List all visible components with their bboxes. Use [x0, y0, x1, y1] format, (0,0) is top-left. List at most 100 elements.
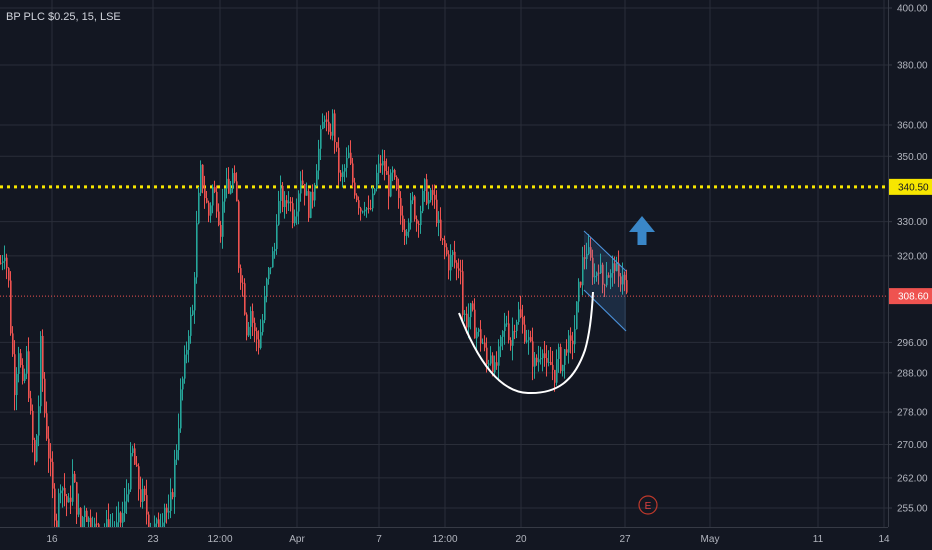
candle-body — [42, 335, 44, 379]
candle-body — [294, 216, 296, 224]
annotation-layer: E — [458, 216, 658, 515]
candle-body — [436, 199, 438, 224]
candle-body — [476, 331, 478, 339]
candle-body — [340, 172, 342, 177]
candle-body — [180, 389, 182, 429]
candle-body — [286, 200, 288, 204]
candle-body — [500, 336, 502, 347]
price-tick-label: 278.00 — [897, 408, 928, 419]
time-axis[interactable] — [0, 527, 932, 550]
candle-body — [354, 182, 356, 196]
candle-body — [140, 489, 142, 502]
candle-body — [32, 410, 34, 440]
candle-body — [26, 351, 28, 374]
candle-body — [586, 253, 588, 259]
candle-body — [12, 333, 14, 355]
cup-curve[interactable] — [458, 291, 594, 395]
candle-body — [170, 492, 172, 511]
price-level-badge — [889, 178, 932, 195]
candle-body — [466, 313, 468, 328]
candle-body — [420, 211, 422, 225]
time-tick-label: 27 — [619, 534, 631, 545]
candle-body — [402, 215, 404, 230]
candle-body — [560, 346, 562, 372]
candle-body — [338, 147, 340, 173]
candle-body — [70, 497, 72, 502]
candle-body — [216, 191, 218, 212]
candle-body — [450, 254, 452, 271]
candle-body — [156, 519, 158, 524]
candle-body — [458, 268, 460, 271]
candle-body — [76, 482, 78, 515]
candle-body — [326, 119, 328, 122]
candle-body — [230, 188, 232, 194]
candle-body — [2, 261, 4, 263]
candle-body — [64, 487, 66, 497]
candle-body — [618, 263, 620, 277]
candle-body — [306, 191, 308, 196]
time-tick-label: 16 — [46, 534, 58, 545]
candle-body — [422, 190, 424, 212]
candle-body — [84, 510, 86, 518]
candle-body — [434, 194, 436, 200]
candle-body — [566, 349, 568, 353]
candle-body — [472, 303, 474, 310]
candle-body — [214, 187, 216, 192]
candle-body — [520, 309, 522, 317]
candle-body — [504, 323, 506, 332]
candle-body — [16, 373, 18, 396]
channel-fill[interactable] — [584, 233, 626, 331]
price-tick-label: 380.00 — [897, 60, 928, 71]
candle-body — [602, 264, 604, 285]
candle-body — [548, 361, 550, 363]
candle-body — [332, 113, 334, 136]
candle-body — [578, 281, 580, 302]
candle-body — [154, 523, 156, 530]
candle-body — [176, 450, 178, 460]
price-tick-label: 288.00 — [897, 368, 928, 379]
candle-body — [82, 517, 84, 530]
channel-lower-line[interactable] — [583, 289, 627, 332]
candle-body — [280, 185, 282, 201]
up-arrow-icon[interactable] — [629, 216, 655, 245]
candle-body — [514, 330, 516, 332]
candle-body — [108, 519, 110, 530]
candle-body — [314, 186, 316, 201]
candle-body — [572, 340, 574, 345]
candle-body — [22, 365, 24, 381]
price-axis[interactable] — [888, 0, 932, 550]
candle-body — [540, 358, 542, 360]
candle-body — [350, 152, 352, 164]
level-layer — [0, 185, 888, 297]
candle-body — [30, 398, 32, 411]
candle-body — [328, 121, 330, 132]
candle-body — [334, 113, 336, 143]
candle-body — [392, 169, 394, 173]
candle-body — [218, 211, 220, 225]
candle-body — [424, 179, 426, 191]
candle-body — [206, 198, 208, 203]
channel-upper-line[interactable] — [583, 230, 627, 272]
candle-body — [390, 172, 392, 197]
candle-body — [190, 314, 192, 336]
candle-body — [474, 309, 476, 339]
candle-body — [454, 251, 456, 263]
candle-body — [416, 219, 418, 224]
candle-body — [356, 195, 358, 201]
candle-body — [274, 248, 276, 252]
candle-body — [524, 324, 526, 342]
event-marker-icon[interactable]: E — [638, 495, 658, 515]
price-tick-label: 262.00 — [897, 473, 928, 484]
candle-body — [136, 464, 138, 467]
candle-body — [574, 329, 576, 345]
candle-body — [198, 192, 200, 224]
candle-body — [626, 280, 628, 293]
candle-body — [532, 341, 534, 367]
chart-title: BP PLC $0.25, 15, LSE — [6, 11, 121, 23]
candle-body — [284, 200, 286, 208]
candle-body — [594, 275, 596, 278]
time-tick-label: Apr — [289, 534, 305, 545]
candle-body — [20, 353, 22, 366]
candle-body — [440, 219, 442, 239]
